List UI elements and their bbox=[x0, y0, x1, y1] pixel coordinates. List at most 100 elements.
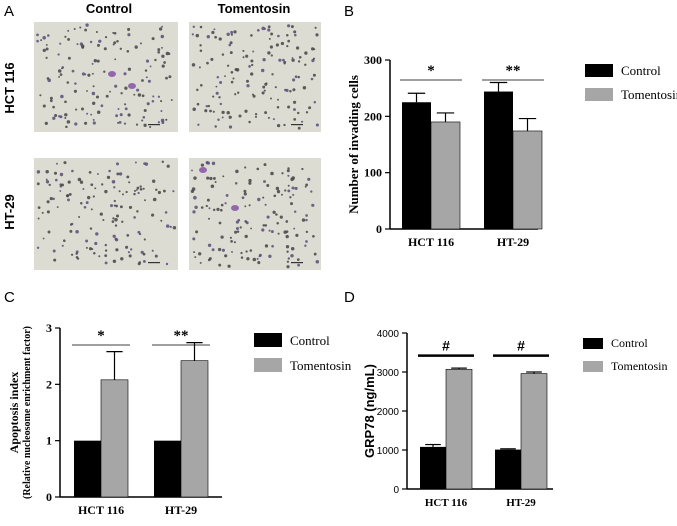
cell-dot bbox=[236, 230, 240, 233]
micrograph-1 bbox=[34, 22, 178, 132]
cell-dot bbox=[57, 53, 60, 56]
cell-dot bbox=[96, 173, 99, 175]
cell-dot bbox=[234, 182, 238, 185]
cell-dot bbox=[206, 198, 210, 202]
cell-dot bbox=[290, 25, 294, 29]
cell-dot bbox=[228, 115, 232, 119]
cell-dot bbox=[232, 77, 235, 80]
cell-dot bbox=[59, 183, 62, 186]
cell-dot bbox=[295, 233, 299, 237]
bar-tomentosin-ht29 bbox=[520, 373, 548, 490]
cell-dot bbox=[55, 178, 58, 182]
cell-dot bbox=[136, 186, 140, 190]
y-tick-label: 0 bbox=[393, 485, 399, 496]
panel-c: C 0 1 2 3 Apoptosis index (Relative nucleosom… bbox=[4, 289, 352, 517]
cell-dot bbox=[310, 47, 315, 51]
cell-dot bbox=[71, 69, 75, 73]
cell-dot bbox=[157, 50, 161, 54]
cell-dot bbox=[308, 106, 312, 110]
cell-dot bbox=[92, 85, 95, 88]
cell-dot bbox=[79, 26, 82, 29]
cell-dot bbox=[295, 46, 300, 50]
panel-d: D 0 1000 2000 3000 4000 GRP78 (ng/mL) HCT 116 #… bbox=[344, 289, 668, 509]
row-label-hct116: HCT 116 bbox=[2, 62, 17, 113]
cell-dot bbox=[104, 254, 108, 257]
cell-dot bbox=[108, 169, 111, 173]
cell-dot bbox=[263, 89, 266, 92]
cell-dot bbox=[215, 85, 218, 88]
cell-dot bbox=[199, 83, 203, 87]
cell-dot bbox=[161, 25, 163, 28]
cell-dot bbox=[243, 189, 247, 193]
cell-dot bbox=[235, 169, 239, 174]
cell-dot bbox=[264, 203, 267, 206]
cell-dot bbox=[261, 26, 265, 31]
cell-dot bbox=[64, 100, 67, 104]
cell-dot bbox=[212, 208, 216, 212]
cell-dot bbox=[134, 161, 137, 164]
cell-dot bbox=[258, 254, 261, 258]
cell-dot bbox=[301, 120, 304, 123]
cell-dot bbox=[83, 205, 87, 209]
bar-tomentosin-ht29 bbox=[512, 130, 543, 230]
cell-dot bbox=[65, 125, 68, 129]
cell-dot bbox=[275, 213, 278, 216]
cell-dot bbox=[233, 241, 236, 244]
cell-dot bbox=[279, 215, 283, 219]
cell-dot bbox=[142, 252, 146, 256]
cell-dot bbox=[167, 52, 170, 55]
cell-dot bbox=[59, 42, 62, 45]
cell-dot bbox=[246, 79, 249, 83]
cell-dot bbox=[91, 62, 94, 65]
cell-dot bbox=[92, 121, 96, 125]
cell-dot bbox=[114, 58, 117, 61]
cell-dot bbox=[160, 34, 165, 39]
cell-dot bbox=[85, 239, 89, 243]
cell-dot bbox=[293, 100, 297, 104]
cell-dot bbox=[192, 25, 196, 29]
cell-dot bbox=[211, 30, 215, 35]
cell-dot bbox=[112, 259, 117, 264]
cell-dot bbox=[143, 108, 147, 113]
cell-dot bbox=[163, 61, 166, 64]
cell-dot bbox=[207, 258, 211, 262]
cell-dot bbox=[59, 73, 63, 76]
cell-dot bbox=[248, 204, 251, 207]
cell-dot bbox=[217, 247, 222, 252]
cell-dot bbox=[160, 110, 163, 112]
cell-dot bbox=[116, 40, 119, 43]
cell-dot bbox=[219, 81, 223, 84]
x-tick-label: HT-29 bbox=[506, 497, 536, 509]
cell-dot bbox=[196, 102, 200, 106]
y-axis-label: Number of invading cells bbox=[346, 75, 361, 214]
cell-dot bbox=[58, 115, 61, 118]
cell-dot bbox=[275, 43, 279, 47]
cell-dot bbox=[199, 44, 202, 47]
cell-dot bbox=[193, 195, 197, 200]
cell-dot bbox=[64, 117, 67, 119]
cell-dot bbox=[314, 26, 317, 29]
cell-dot bbox=[70, 253, 74, 256]
cell-dot bbox=[287, 39, 291, 43]
cell-dot bbox=[310, 190, 313, 193]
legend-label-tomentosin: Tomentosin bbox=[611, 359, 668, 373]
cell-dot bbox=[114, 237, 118, 241]
cell-dot bbox=[313, 100, 317, 104]
cell-dot bbox=[262, 196, 265, 199]
cell-dot bbox=[88, 171, 92, 174]
cell-dot bbox=[142, 187, 145, 190]
cell-dot bbox=[170, 99, 173, 101]
cell-dot bbox=[154, 254, 158, 258]
cell-dot bbox=[191, 187, 196, 191]
micrograph-background bbox=[34, 22, 178, 132]
cell-dot bbox=[312, 73, 316, 77]
cell-dot bbox=[250, 34, 253, 37]
cell-dot bbox=[278, 58, 282, 62]
bar-control-ht29 bbox=[154, 440, 181, 497]
cell-dot bbox=[292, 78, 296, 82]
cell-dot bbox=[151, 100, 155, 103]
cell-dot bbox=[145, 76, 148, 79]
cell-dot bbox=[291, 57, 294, 59]
cell-dot bbox=[192, 107, 196, 111]
cell-dot bbox=[244, 234, 248, 239]
